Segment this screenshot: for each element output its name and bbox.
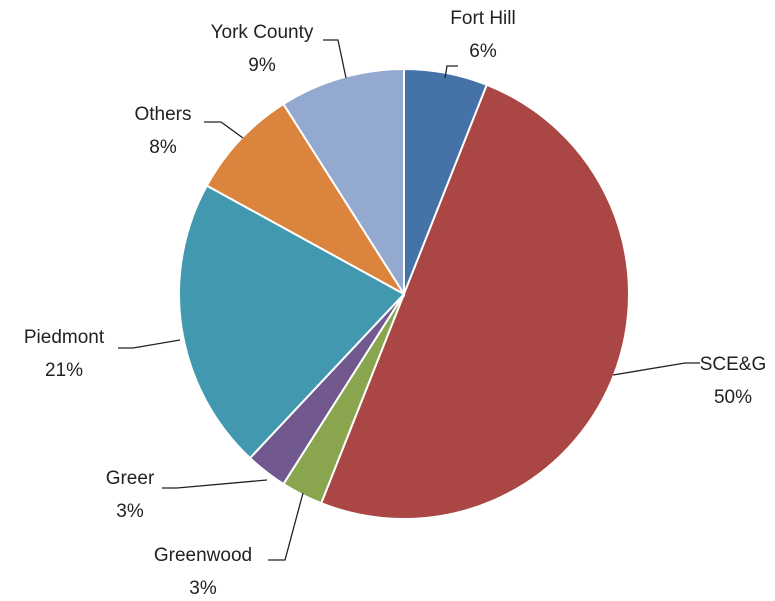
label-piedmont: Piedmont 21% — [24, 327, 105, 381]
slice-label: Greer — [106, 468, 155, 489]
leader-greenwood — [268, 492, 304, 561]
slice-label: Fort Hill — [450, 8, 515, 29]
slice-percent: 3% — [189, 578, 217, 599]
slice-label: Piedmont — [24, 327, 105, 348]
slice-percent: 6% — [469, 41, 497, 62]
leader-york-county — [323, 39, 347, 79]
pie-slices — [178, 67, 630, 520]
slice-label: SCE&G — [700, 354, 767, 375]
pie-slice-sce-g — [319, 83, 630, 520]
slice-percent: 21% — [45, 360, 83, 381]
label-fort-hill: Fort Hill 6% — [450, 8, 515, 62]
pie-slice-york-county — [282, 67, 405, 298]
leader-fort-hill — [444, 65, 458, 79]
slice-percent: 9% — [248, 55, 276, 76]
label-others: Others 8% — [134, 104, 191, 158]
pie-slice-others — [205, 102, 405, 295]
slice-percent: 50% — [714, 387, 752, 408]
slice-label: York County — [211, 22, 314, 43]
leader-piedmont — [118, 339, 181, 349]
label-greer: Greer 3% — [106, 468, 155, 522]
leader-sce-g — [612, 362, 700, 376]
slice-percent: 8% — [149, 137, 177, 158]
slice-label: Greenwood — [154, 545, 252, 566]
label-sce-g: SCE&G 50% — [700, 354, 767, 408]
leader-others — [204, 121, 244, 139]
slice-label: Others — [134, 104, 191, 125]
label-greenwood: Greenwood 3% — [154, 545, 252, 599]
pie-slice-piedmont — [178, 184, 406, 460]
leader-greer — [162, 479, 268, 489]
slice-percent: 3% — [116, 501, 144, 522]
label-york-county: York County 9% — [211, 22, 314, 76]
